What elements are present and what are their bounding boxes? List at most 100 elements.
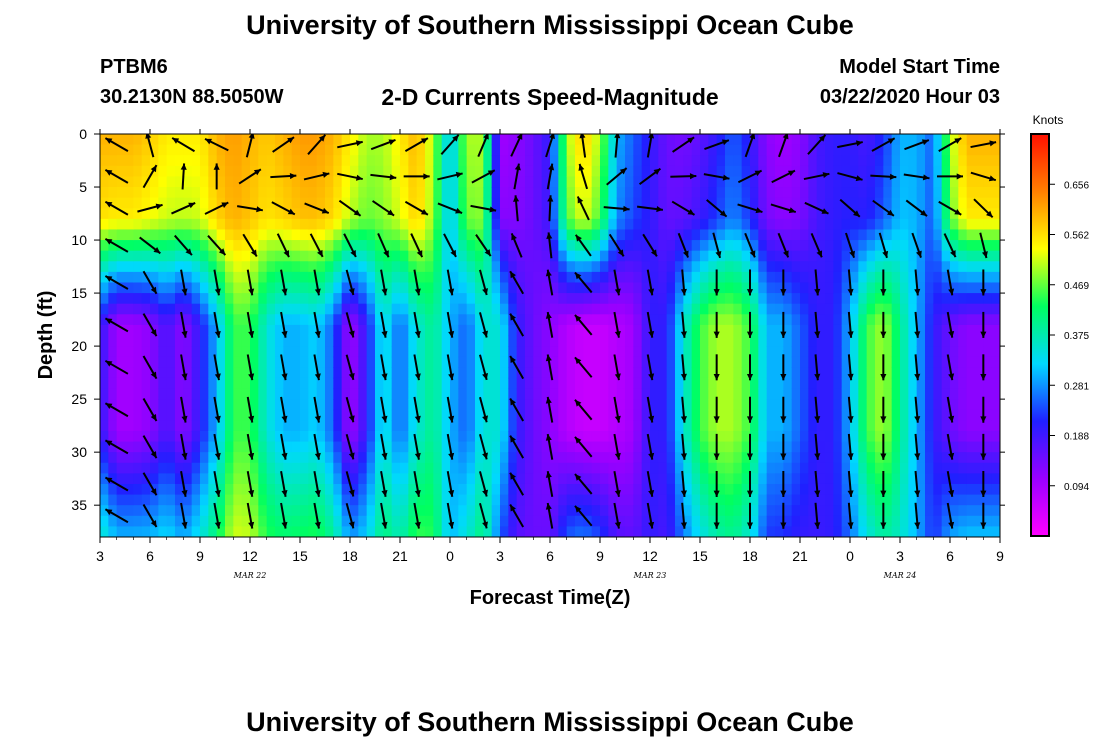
heatmap-cell: [933, 271, 943, 284]
heatmap-cell: [975, 218, 984, 231]
heatmap-cell: [991, 441, 1000, 453]
heatmap-cell: [975, 473, 984, 485]
heatmap-cell: [783, 462, 793, 474]
heatmap-cell: [775, 218, 784, 231]
heatmap-cell: [925, 473, 934, 485]
heatmap-cell: [683, 282, 693, 294]
heatmap-cell: [191, 335, 201, 347]
y-tick-label: 5: [79, 179, 87, 195]
heatmap-cell: [683, 430, 693, 443]
heatmap-cell: [716, 314, 726, 326]
heatmap-cell: [883, 420, 893, 432]
current-vector: [404, 200, 429, 216]
heatmap-cell: [850, 155, 859, 167]
heatmap-cell: [516, 483, 526, 496]
heatmap-cell: [366, 261, 376, 273]
heatmap-cell: [316, 144, 326, 156]
heatmap-cell: [841, 293, 851, 305]
heatmap-cell: [625, 293, 634, 305]
heatmap-cell: [641, 346, 651, 358]
x-tick-label: 9: [996, 548, 1004, 564]
heatmap-cell: [225, 218, 234, 231]
heatmap-cell: [175, 261, 184, 273]
heatmap-cell: [400, 388, 409, 400]
heatmap-cell: [633, 197, 643, 209]
heatmap-cell: [783, 303, 793, 315]
heatmap-cell: [750, 218, 759, 231]
heatmap-cell: [458, 240, 468, 252]
heatmap-cell: [875, 144, 884, 156]
heatmap-cell: [925, 346, 934, 358]
heatmap-cell: [841, 473, 851, 485]
heatmap-cell: [275, 346, 284, 358]
heatmap-cell: [700, 271, 709, 284]
heatmap-cell: [341, 515, 351, 527]
heatmap-cell: [333, 187, 343, 199]
heatmap-cell: [108, 314, 118, 326]
current-vector: [142, 504, 158, 528]
current-vector: [345, 471, 355, 497]
heatmap-cell: [466, 155, 476, 167]
heatmap-cell: [208, 356, 218, 368]
heatmap-cell: [350, 271, 359, 284]
heatmap-cell: [508, 187, 518, 199]
y-tick-label: 30: [71, 444, 87, 460]
current-vector: [713, 470, 720, 497]
heatmap-cell: [441, 208, 451, 220]
heatmap-cell: [400, 250, 409, 262]
heatmap-cell: [191, 430, 201, 443]
heatmap-cell: [191, 505, 201, 517]
heatmap-cell: [491, 218, 501, 231]
heatmap-cell: [425, 229, 434, 241]
heatmap-cell: [925, 367, 934, 379]
heatmap-cell: [875, 420, 884, 432]
heatmap-cell: [141, 483, 151, 496]
heatmap-cell: [750, 144, 759, 156]
heatmap-cell: [991, 346, 1000, 358]
heatmap-cell: [766, 303, 776, 315]
heatmap-cell: [741, 388, 751, 400]
heatmap-cell: [533, 282, 543, 294]
heatmap-cell: [775, 155, 784, 167]
heatmap-cell: [250, 420, 259, 432]
heatmap-cell: [825, 377, 834, 390]
current-vector: [271, 201, 296, 216]
heatmap-cell: [458, 494, 468, 506]
heatmap-cell: [508, 250, 518, 262]
heatmap-cell: [283, 261, 293, 273]
heatmap-cell: [275, 144, 284, 156]
heatmap-cell: [100, 356, 109, 368]
heatmap-cell: [416, 293, 426, 305]
heatmap-cell: [550, 430, 559, 443]
heatmap-cell: [691, 293, 701, 305]
heatmap-cell: [766, 282, 776, 294]
heatmap-cell: [608, 494, 618, 506]
heatmap-cell: [833, 218, 843, 231]
heatmap-cell: [541, 420, 551, 432]
heatmap-cell: [358, 324, 368, 337]
y-tick-label: 35: [71, 497, 87, 513]
heatmap-cell: [266, 483, 276, 496]
heatmap-cell: [216, 399, 226, 411]
current-vector: [979, 232, 988, 259]
heatmap-cell: [516, 240, 526, 252]
heatmap-cell: [975, 187, 984, 199]
current-vector: [513, 163, 521, 190]
heatmap-cell: [941, 441, 951, 453]
heatmap-cell: [491, 144, 501, 156]
heatmap-cell: [691, 483, 701, 496]
heatmap-cell: [866, 388, 876, 400]
heatmap-cell: [475, 303, 484, 315]
heatmap-cell: [358, 441, 368, 453]
heatmap-cell: [216, 293, 226, 305]
heatmap-cell: [850, 483, 859, 496]
heatmap-cell: [600, 271, 609, 284]
heatmap-cell: [316, 218, 326, 231]
current-vector: [545, 470, 554, 497]
heatmap-cell: [133, 367, 143, 379]
heatmap-cell: [416, 409, 426, 421]
heatmap-cell: [808, 187, 818, 199]
heatmap-cell: [358, 303, 368, 315]
current-vector: [213, 396, 221, 423]
heatmap-cell: [700, 229, 709, 241]
